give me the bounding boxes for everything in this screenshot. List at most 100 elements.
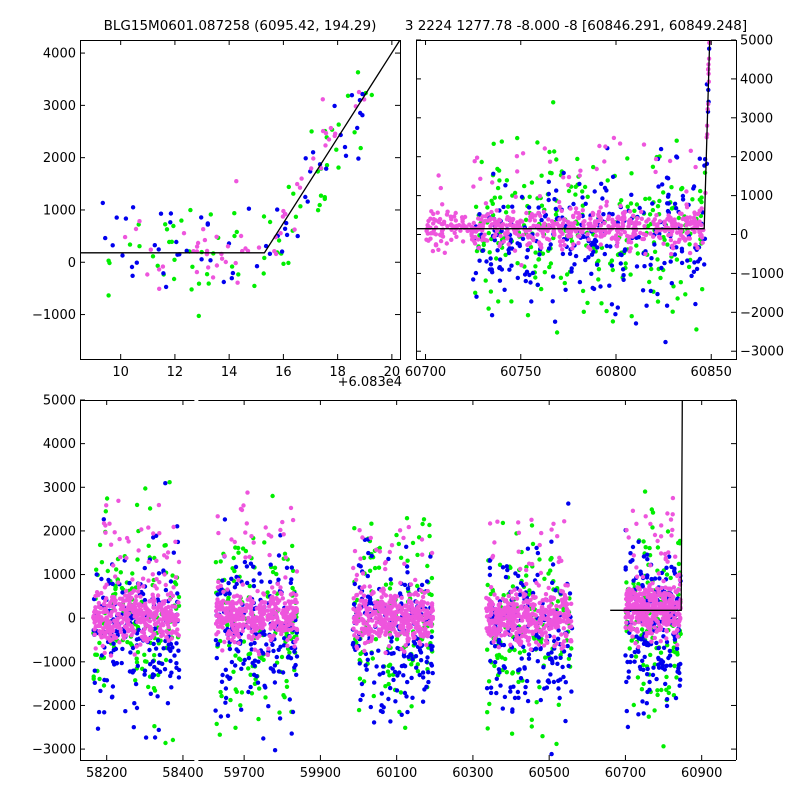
data-point bbox=[515, 169, 520, 174]
data-point bbox=[358, 651, 363, 656]
data-point bbox=[529, 212, 535, 217]
data-point bbox=[570, 246, 575, 251]
data-point bbox=[543, 630, 548, 635]
data-point bbox=[365, 594, 371, 599]
data-point bbox=[488, 685, 494, 690]
data-point bbox=[96, 709, 102, 715]
data-point bbox=[488, 256, 493, 261]
data-point bbox=[130, 645, 136, 651]
data-point bbox=[111, 647, 117, 653]
data-point bbox=[222, 619, 227, 624]
data-point bbox=[318, 193, 324, 198]
data-point bbox=[134, 594, 139, 599]
data-point bbox=[322, 196, 327, 202]
data-point bbox=[562, 280, 567, 286]
data-point bbox=[124, 633, 129, 638]
data-point bbox=[591, 249, 596, 254]
data-point bbox=[137, 244, 142, 249]
data-point bbox=[254, 606, 259, 611]
data-point bbox=[104, 503, 109, 508]
data-point bbox=[629, 220, 635, 225]
data-point bbox=[270, 642, 275, 647]
data-point bbox=[379, 601, 384, 606]
data-point bbox=[519, 194, 525, 200]
data-point bbox=[283, 555, 288, 560]
data-point bbox=[159, 603, 164, 608]
data-point bbox=[351, 565, 356, 571]
data-point bbox=[122, 629, 127, 634]
data-point bbox=[509, 731, 515, 736]
data-point bbox=[238, 233, 244, 239]
data-point bbox=[284, 232, 290, 238]
data-point bbox=[524, 678, 530, 684]
data-point bbox=[542, 616, 548, 621]
data-point bbox=[403, 608, 409, 613]
data-point bbox=[492, 238, 497, 243]
data-point bbox=[664, 703, 670, 709]
x-tick-label: 60750 bbox=[500, 365, 541, 380]
data-point bbox=[536, 679, 541, 684]
data-point bbox=[426, 679, 431, 685]
data-point bbox=[664, 697, 670, 702]
data-point bbox=[514, 592, 519, 597]
data-point bbox=[469, 231, 474, 237]
data-point bbox=[581, 223, 586, 228]
data-point bbox=[596, 258, 601, 263]
data-point bbox=[677, 211, 683, 216]
data-point bbox=[281, 693, 286, 698]
data-point bbox=[655, 299, 661, 304]
data-point bbox=[527, 635, 532, 641]
y-tick-label: −1000 bbox=[740, 267, 784, 282]
data-point bbox=[629, 192, 634, 197]
data-point bbox=[586, 245, 591, 250]
data-point bbox=[402, 690, 408, 696]
data-point bbox=[170, 645, 175, 650]
data-point bbox=[259, 656, 264, 661]
data-point bbox=[223, 700, 228, 705]
data-point bbox=[641, 711, 646, 716]
data-point bbox=[281, 615, 286, 620]
data-point bbox=[645, 666, 650, 672]
data-point bbox=[215, 642, 220, 647]
data-point bbox=[527, 218, 533, 223]
data-point bbox=[560, 221, 566, 226]
x-tick-label: 18 bbox=[329, 365, 346, 380]
data-point bbox=[540, 734, 545, 739]
data-point bbox=[538, 621, 544, 626]
data-point bbox=[171, 524, 176, 530]
data-point bbox=[663, 224, 668, 229]
data-point bbox=[674, 257, 680, 262]
data-point bbox=[284, 678, 289, 684]
data-point bbox=[698, 233, 703, 238]
data-point bbox=[537, 617, 542, 622]
data-point bbox=[654, 676, 659, 682]
data-point bbox=[154, 577, 159, 582]
data-point bbox=[609, 302, 615, 307]
data-point bbox=[270, 597, 276, 603]
data-point bbox=[146, 684, 151, 690]
data-point bbox=[548, 598, 553, 603]
data-point bbox=[132, 652, 137, 657]
data-point bbox=[292, 227, 297, 232]
data-point bbox=[517, 592, 523, 597]
data-point bbox=[684, 189, 689, 194]
data-point bbox=[596, 214, 602, 219]
data-point bbox=[525, 608, 531, 613]
data-point bbox=[163, 638, 168, 644]
data-point bbox=[391, 651, 396, 656]
data-point bbox=[568, 619, 574, 624]
data-point bbox=[553, 655, 558, 660]
data-point bbox=[551, 634, 557, 640]
data-point bbox=[369, 92, 374, 98]
series-blue bbox=[91, 481, 683, 757]
data-point bbox=[494, 690, 499, 696]
data-point bbox=[672, 663, 677, 669]
data-point bbox=[91, 674, 96, 679]
data-point bbox=[278, 585, 283, 590]
data-point bbox=[215, 592, 220, 597]
data-point bbox=[277, 716, 283, 721]
data-point bbox=[420, 594, 426, 600]
data-point bbox=[96, 604, 101, 610]
data-point bbox=[233, 687, 238, 692]
data-point bbox=[281, 261, 286, 266]
